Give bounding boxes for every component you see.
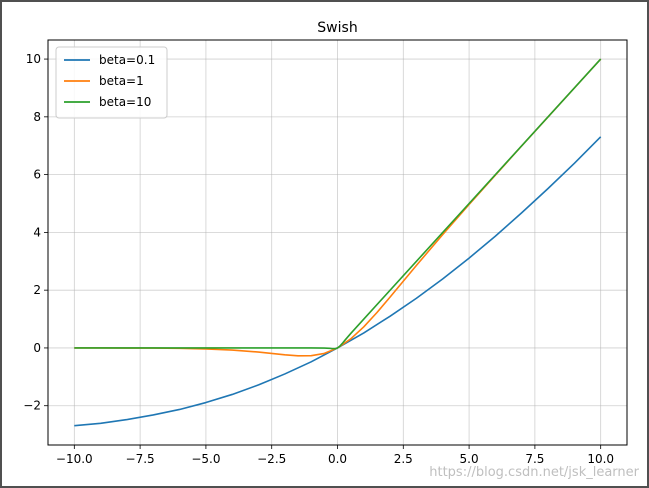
y-tick-label: 8 [33, 110, 41, 124]
x-tick-label: −5.0 [191, 452, 220, 466]
legend-label: beta=10 [99, 95, 151, 109]
series-line-2 [74, 58, 602, 350]
y-tick-label: −2 [23, 399, 41, 413]
x-tick-label: −7.5 [126, 452, 155, 466]
x-tick-label: 10.0 [587, 452, 614, 466]
y-tick-label: 4 [33, 225, 41, 239]
x-tick-label: 5.0 [460, 452, 479, 466]
x-tick-label: 0.0 [328, 452, 347, 466]
chart-title: Swish [317, 20, 357, 36]
y-tick-label: 10 [26, 52, 41, 66]
legend: beta=0.1 beta=1 beta=10 [55, 46, 168, 119]
series-lines [74, 58, 602, 427]
watermark: https://blog.csdn.net/jsk_learner [429, 465, 639, 480]
legend-label: beta=0.1 [99, 53, 155, 67]
legend-label: beta=1 [99, 74, 144, 88]
x-tick-label: 7.5 [525, 452, 544, 466]
ticks: −10.0 −7.5 −5.0 −2.5 0.0 2.5 5.0 7.5 10.0 −2 0 2 4 6 8… [23, 52, 614, 466]
x-tick-label: −10.0 [56, 452, 93, 466]
x-tick-label: 2.5 [394, 452, 413, 466]
legend-box [55, 46, 168, 119]
y-tick-label: 6 [33, 168, 41, 182]
y-tick-label: 0 [33, 341, 41, 355]
y-tick-label: 2 [33, 283, 41, 297]
x-tick-label: −2.5 [257, 452, 286, 466]
